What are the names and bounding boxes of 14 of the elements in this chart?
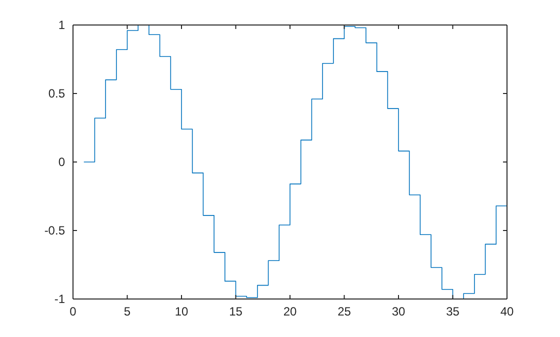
x-tick-label: 25 [338,304,352,319]
x-tick-label: 40 [500,304,514,319]
x-tick-label: 30 [392,304,406,319]
y-tick-label: 0.5 [48,86,66,100]
x-tick-label: 10 [174,304,188,319]
y-tick-label: -0.5 [44,223,66,238]
y-tick-label: 1 [58,18,66,32]
x-tick-label: 5 [124,304,131,319]
x-tick-label: 20 [283,304,297,319]
x-tick-label: 35 [446,304,460,319]
x-tick-label: 0 [70,304,77,319]
y-tick-label: -1 [54,292,66,306]
x-tick-label: 15 [229,304,243,319]
y-tick-label: 0 [58,154,66,169]
